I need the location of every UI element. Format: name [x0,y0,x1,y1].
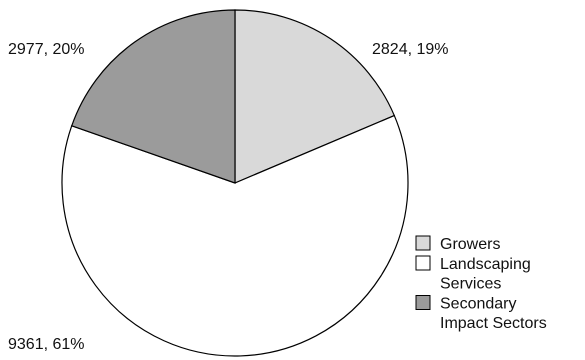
legend-swatch-secondary-impact-sectors [415,295,431,310]
legend-swatch-growers [415,235,431,251]
pie-slices [61,9,409,357]
legend-label-secondary-impact-sectors: Secondary Impact Sectors [440,296,547,333]
pie-data-labels: 2824, 19% 9361, 61% 2977, 20% [8,41,449,353]
pie-slice-landscaping-services [61,114,409,357]
legend-label-growers: Growers [440,236,500,253]
pie-slice-secondary-impact-sectors [70,9,236,184]
data-label-secondary-impact-sectors: 2977, 20% [8,41,85,58]
data-label-growers: 2824, 19% [372,41,449,58]
legend-swatch-landscaping-services [415,255,431,271]
legend-label-landscaping-services: Landscaping Services [440,256,531,293]
pie-slice-growers [234,9,396,184]
data-label-landscaping-services: 9361, 61% [8,336,85,353]
